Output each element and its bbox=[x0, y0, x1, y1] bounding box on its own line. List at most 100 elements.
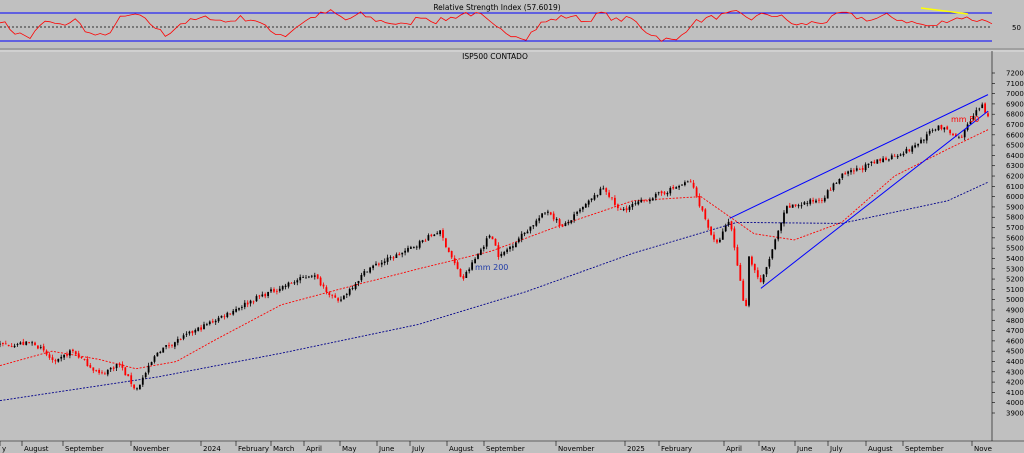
candle-body bbox=[25, 341, 28, 345]
y-tick-label: 5900 bbox=[1006, 203, 1024, 211]
candle-body bbox=[637, 201, 640, 205]
x-tick-label: August bbox=[24, 445, 49, 453]
candle-body bbox=[861, 168, 864, 170]
candle-body bbox=[340, 299, 342, 301]
y-tick-label: 7000 bbox=[1006, 90, 1024, 98]
candle-body bbox=[707, 220, 710, 228]
candle-body bbox=[281, 286, 284, 290]
y-tick-label: 6000 bbox=[1006, 193, 1024, 201]
candle-body bbox=[748, 256, 750, 306]
candle-body bbox=[424, 240, 427, 242]
candle-body bbox=[51, 357, 54, 360]
candle-body bbox=[873, 161, 876, 164]
candle-body bbox=[42, 346, 45, 351]
candle-body bbox=[753, 264, 756, 271]
y-tick-label: 6600 bbox=[1006, 131, 1024, 139]
candle-body bbox=[724, 225, 727, 232]
candle-body bbox=[791, 204, 794, 208]
candle-body bbox=[366, 271, 369, 273]
candle-body bbox=[86, 359, 89, 367]
candle-body bbox=[433, 234, 436, 237]
candle-body bbox=[357, 281, 360, 284]
candle-body bbox=[547, 211, 549, 213]
rsi-title: Relative Strength Index (57.6019) bbox=[433, 3, 560, 12]
y-tick-label: 3900 bbox=[1006, 410, 1024, 418]
candle-body bbox=[497, 245, 500, 257]
candle-body bbox=[762, 274, 765, 283]
y-tick-label: 4100 bbox=[1006, 389, 1024, 397]
candle-body bbox=[293, 282, 296, 284]
candle-body bbox=[74, 351, 77, 355]
candle-body bbox=[92, 367, 95, 371]
candle-body bbox=[899, 154, 902, 156]
candle-body bbox=[631, 204, 634, 208]
candle-body bbox=[334, 295, 337, 298]
candle-body bbox=[255, 296, 258, 302]
y-tick-label: 4800 bbox=[1006, 317, 1024, 325]
candle-body bbox=[526, 231, 529, 234]
candle-body bbox=[485, 238, 488, 247]
candle-body bbox=[847, 171, 849, 174]
candle-body bbox=[223, 316, 226, 318]
y-tick-label: 7200 bbox=[1006, 70, 1024, 78]
candle-body bbox=[619, 209, 622, 210]
candle-body bbox=[45, 350, 48, 355]
candle-body bbox=[188, 331, 191, 334]
candle-body bbox=[194, 330, 197, 333]
candle-body bbox=[911, 146, 914, 152]
candle-body bbox=[719, 239, 721, 242]
candle-body bbox=[477, 254, 479, 259]
candle-body bbox=[573, 214, 575, 220]
rsi-line bbox=[0, 9, 993, 42]
candle-body bbox=[456, 262, 459, 269]
candle-body bbox=[730, 221, 733, 230]
mm200-annotation: mm 200 bbox=[475, 263, 508, 272]
candle-body bbox=[147, 365, 150, 373]
y-tick-label: 6100 bbox=[1006, 183, 1024, 191]
candle-body bbox=[229, 313, 232, 315]
candle-body bbox=[710, 226, 712, 235]
candle-body bbox=[436, 233, 439, 235]
x-tick-label: November bbox=[133, 445, 170, 453]
candle-body bbox=[39, 347, 42, 348]
candle-body bbox=[582, 207, 584, 210]
candle-body bbox=[63, 354, 65, 358]
candle-body bbox=[450, 251, 453, 258]
x-tick-label: February bbox=[238, 445, 269, 453]
x-tick-label: July bbox=[829, 445, 843, 453]
y-tick-label: 7100 bbox=[1006, 80, 1024, 88]
y-tick-label: 5200 bbox=[1006, 276, 1024, 284]
candle-body bbox=[759, 277, 762, 283]
candle-body bbox=[474, 258, 476, 264]
candle-body bbox=[491, 236, 494, 240]
candle-body bbox=[593, 195, 596, 200]
candle-body bbox=[500, 253, 503, 257]
y-axis: 3900 4000 4100 4200 4300 4400 4500 4600 4700 4800… bbox=[992, 70, 1024, 418]
candle-body bbox=[34, 342, 36, 346]
candle-body bbox=[465, 272, 468, 278]
candle-body bbox=[695, 187, 698, 197]
candle-body bbox=[739, 265, 742, 281]
candle-body bbox=[378, 263, 380, 265]
y-tick-label: 6900 bbox=[1006, 100, 1024, 108]
candle-body bbox=[165, 345, 167, 347]
candle-body bbox=[127, 374, 130, 377]
x-tick-label: May bbox=[342, 445, 356, 453]
candle-body bbox=[226, 312, 229, 317]
candle-body bbox=[372, 265, 374, 269]
candle-body bbox=[267, 292, 269, 296]
candle-body bbox=[751, 256, 753, 265]
candle-body bbox=[299, 277, 302, 281]
candle-body bbox=[567, 222, 570, 224]
x-tick-label: September bbox=[486, 445, 525, 453]
candle-body bbox=[727, 221, 730, 225]
rsi-divergence-line bbox=[920, 7, 969, 15]
candle-body bbox=[963, 129, 966, 138]
candle-body bbox=[541, 213, 543, 218]
candle-body bbox=[69, 350, 71, 356]
candle-body bbox=[561, 224, 564, 227]
candle-body bbox=[217, 317, 220, 322]
candle-body bbox=[383, 261, 386, 263]
candle-body bbox=[398, 253, 401, 256]
candle-body bbox=[404, 250, 406, 253]
